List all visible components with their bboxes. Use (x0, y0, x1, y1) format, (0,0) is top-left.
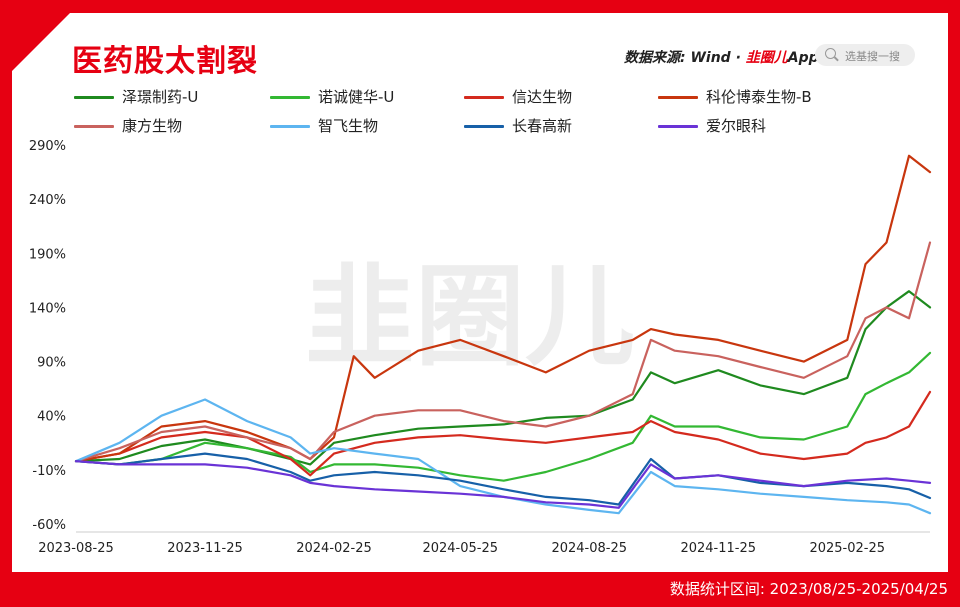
chart-series (74, 154, 932, 515)
x-tick-label: 2024-05-25 (422, 541, 498, 556)
series-line (74, 154, 932, 463)
date-range-footer: 数据统计区间: 2023/08/25-2025/04/25 (669, 580, 948, 598)
legend-swatch (464, 96, 504, 99)
legend-label: 智飞生物 (318, 117, 379, 135)
legend-swatch (658, 96, 698, 99)
legend-swatch (464, 125, 504, 128)
y-tick-label: 290% (29, 139, 66, 154)
search-icon (825, 48, 836, 59)
chart-legend: 泽璟制药-U 诺诚健华-U 信达生物 科伦博泰生物-B 康方生物 智飞生物 长春高新 爱尔眼科 (74, 86, 914, 146)
y-tick-label: 140% (29, 301, 66, 316)
legend-label: 信达生物 (512, 88, 573, 106)
legend-swatch (270, 125, 310, 128)
x-tick-label: 2025-02-25 (809, 541, 885, 556)
y-tick-label: 40% (37, 410, 66, 425)
chart-axes: 290% 240% 190% 140% 90% 40% -10% -60% 2023-08-25… (29, 139, 930, 556)
data-source: 数据来源: Wind · 韭圈儿App (624, 47, 819, 67)
y-tick-label: 190% (29, 247, 66, 262)
legend-swatch (658, 125, 698, 128)
watermark-text: 韭圈儿 (305, 253, 635, 381)
x-tick-label: 2024-02-25 (296, 541, 372, 556)
corner-decoration (12, 13, 70, 71)
watermark: 韭圈儿 (305, 253, 635, 381)
series-line (74, 460, 932, 509)
search-placeholder: 选基搜一搜 (845, 50, 900, 63)
series-line (74, 390, 932, 477)
series-line (74, 351, 932, 482)
legend-label: 诺诚健华-U (318, 88, 395, 106)
y-tick-label: 240% (29, 193, 66, 208)
data-source-prefix: 数据来源: Wind · (624, 50, 746, 66)
brand-logo-text: 韭圈儿 (745, 50, 788, 66)
legend-swatch (74, 96, 114, 99)
data-source-suffix: App (787, 50, 819, 66)
legend-label: 爱尔眼科 (706, 117, 767, 135)
legend-label: 康方生物 (122, 117, 183, 135)
chart-title: 医药股太割裂 (72, 44, 258, 79)
x-tick-label: 2024-08-25 (551, 541, 627, 556)
legend-label: 泽璟制药-U (122, 88, 199, 106)
legend-swatch (74, 125, 114, 128)
x-tick-label: 2023-11-25 (167, 541, 243, 556)
x-tick-label: 2023-08-25 (38, 541, 114, 556)
legend-label: 长春高新 (512, 117, 573, 135)
y-tick-label: -10% (32, 464, 66, 479)
y-tick-label: 90% (37, 356, 66, 371)
series-line (74, 241, 932, 463)
legend-swatch (270, 96, 310, 99)
legend-label: 科伦博泰生物-B (706, 88, 812, 106)
search-box[interactable]: 选基搜一搜 (815, 44, 915, 66)
x-tick-label: 2024-11-25 (680, 541, 756, 556)
y-tick-label: -60% (32, 518, 66, 533)
